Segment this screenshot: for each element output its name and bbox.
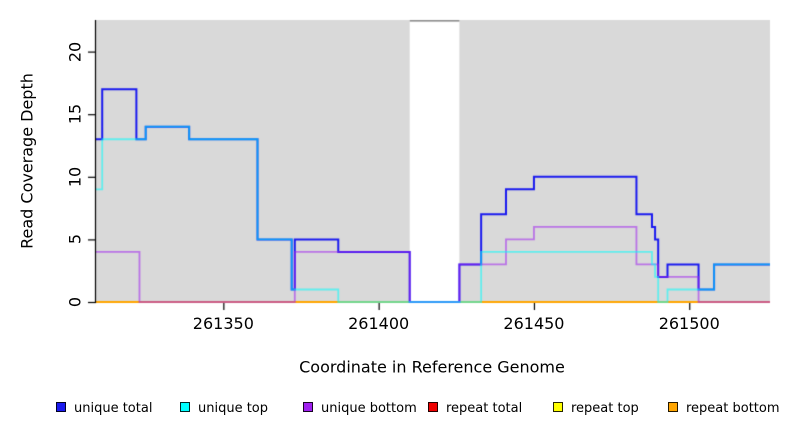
y-axis-title: Read Coverage Depth [17, 73, 37, 249]
y-tick-label: 10 [65, 166, 85, 187]
legend-swatch-icon [56, 402, 66, 412]
legend-swatch-icon [428, 402, 438, 412]
x-tick-label: 261450 [503, 314, 565, 333]
legend-swatch-icon [668, 402, 678, 412]
legend-swatch-icon [303, 402, 313, 412]
y-tick-label: 20 [65, 41, 85, 62]
x-tick-label: 261500 [658, 314, 720, 333]
legend-label: repeat bottom [686, 401, 780, 416]
legend-label: unique top [198, 401, 269, 416]
y-tick-label: 5 [65, 234, 85, 245]
x-tick-label: 261400 [348, 314, 410, 333]
legend-label: repeat top [571, 401, 639, 416]
y-tick-label: 0 [65, 296, 85, 308]
legend-label: repeat total [446, 401, 523, 416]
legend-label: unique total [74, 401, 153, 416]
legend-swatch-icon [180, 402, 190, 412]
x-axis-title: Coordinate in Reference Genome [299, 357, 565, 377]
legend-swatch-icon [553, 402, 563, 412]
legend-label: unique bottom [321, 401, 417, 416]
y-tick-label: 15 [65, 104, 85, 125]
x-tick-label: 261350 [192, 314, 254, 333]
